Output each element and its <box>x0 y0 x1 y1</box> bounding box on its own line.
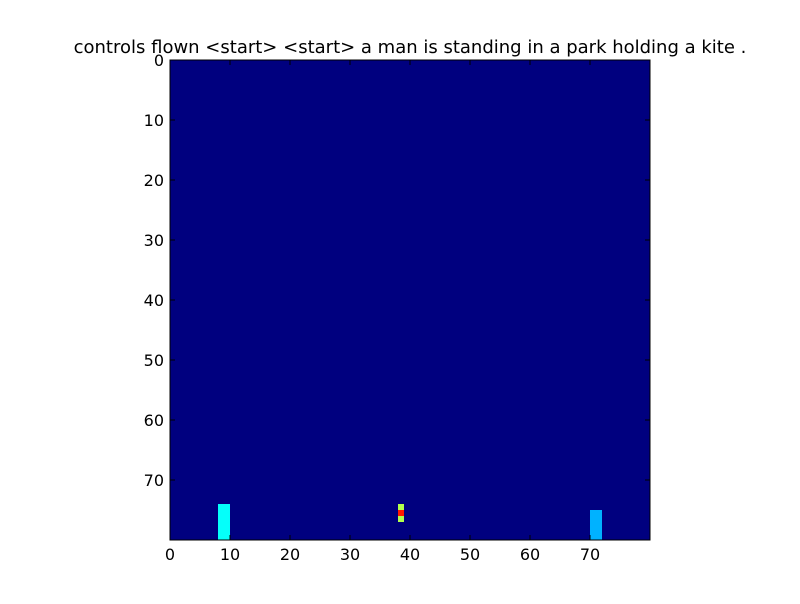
y-tick-label: 20 <box>144 171 164 190</box>
heatmap-cell <box>218 504 224 510</box>
heatmap-cell <box>596 516 602 522</box>
heatmap-cell <box>218 528 224 534</box>
y-tick-label: 10 <box>144 111 164 130</box>
x-axis: 0 10 20 30 40 50 60 70 <box>165 60 600 564</box>
x-tick-label: 10 <box>220 545 240 564</box>
heatmap-cell <box>224 510 230 516</box>
x-tick-label: 50 <box>460 545 480 564</box>
heatmap-cell <box>596 510 602 516</box>
heatmap-cell <box>398 516 404 522</box>
x-tick-label: 40 <box>400 545 420 564</box>
y-tick-label: 50 <box>144 351 164 370</box>
heatmap-cell <box>224 516 230 522</box>
heatmap-cell <box>224 534 230 540</box>
heatmap-cell <box>398 504 404 510</box>
x-tick-label: 20 <box>280 545 300 564</box>
heatmap-cell <box>590 528 596 534</box>
x-tick-label: 70 <box>580 545 600 564</box>
y-tick-label: 30 <box>144 231 164 250</box>
heatmap-cell <box>218 534 224 540</box>
heatmap-cell <box>398 510 404 516</box>
plot-area <box>169 59 651 541</box>
heatmap-cell <box>590 516 596 522</box>
heatmap-cell <box>590 522 596 528</box>
y-tick-label: 40 <box>144 291 164 310</box>
y-tick-label: 70 <box>144 471 164 490</box>
x-tick-label: 60 <box>520 545 540 564</box>
x-tick-label: 30 <box>340 545 360 564</box>
heatmap-cell <box>218 522 224 528</box>
y-axis: 0 10 20 30 40 50 60 70 <box>144 51 650 490</box>
heatmap-cell <box>224 522 230 528</box>
heatmap-background <box>170 60 650 540</box>
chart-title: controls flown <start> <start> a man is … <box>74 37 747 58</box>
heatmap-cell <box>224 504 230 510</box>
y-tick-label: 0 <box>154 51 164 70</box>
y-tick-label: 60 <box>144 411 164 430</box>
heatmap-cell <box>224 528 230 534</box>
heatmap-cell <box>596 528 602 534</box>
heatmap-cell <box>218 510 224 516</box>
heatmap-cell <box>590 510 596 516</box>
heatmap-cell <box>596 522 602 528</box>
heatmap-cell <box>590 534 596 540</box>
x-tick-label: 0 <box>165 545 175 564</box>
heatmap-cell <box>596 534 602 540</box>
heatmap-cells <box>218 504 602 540</box>
heatmap-cell <box>218 516 224 522</box>
